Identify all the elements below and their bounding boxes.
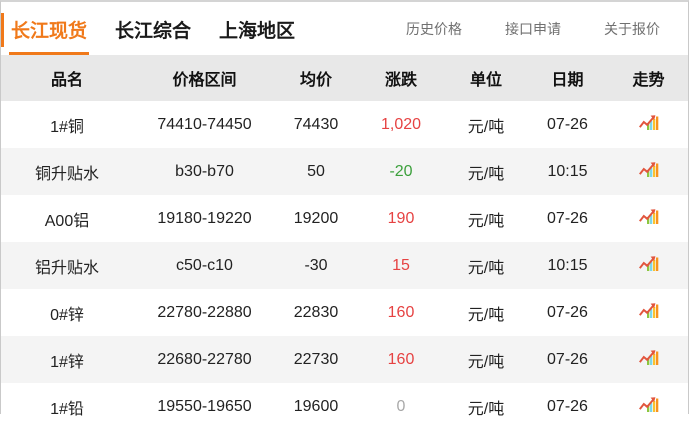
unit-cell: 元/吨 [446, 195, 526, 242]
table-row: 铝升贴水 c50-c10 -30 15 元/吨 10:15 [1, 242, 688, 289]
tab-changjiang-composite[interactable]: 长江综合 [115, 21, 192, 42]
price-range-cell: 22680-22780 [133, 336, 276, 383]
average-price-cell: 74430 [276, 101, 356, 148]
unit-cell: 元/吨 [446, 336, 526, 383]
average-price-cell: 50 [276, 148, 356, 195]
table-row: 1#铜 74410-74450 74430 1,020 元/吨 07-26 [1, 101, 688, 148]
product-name-cell: 1#铜 [1, 101, 133, 148]
average-price-cell: 19200 [276, 195, 356, 242]
link-about-quotes[interactable]: 关于报价 [604, 20, 660, 37]
header-range: 价格区间 [133, 55, 276, 101]
price-table: 品名 价格区间 均价 涨跌 单位 日期 走势 1#铜 74410-74450 7… [1, 55, 688, 430]
table-body: 1#铜 74410-74450 74430 1,020 元/吨 07-26 [1, 101, 688, 430]
trend-chart-icon[interactable] [638, 349, 659, 365]
tabs: 长江现货 长江综合 上海地区 [9, 2, 321, 55]
change-cell: -20 [356, 148, 446, 195]
trend-chart-icon[interactable] [638, 302, 659, 318]
header-trend: 走势 [609, 55, 688, 101]
header-change: 涨跌 [356, 55, 446, 101]
date-cell: 07-26 [526, 195, 609, 242]
header-average: 均价 [276, 55, 356, 101]
trend-chart-icon[interactable] [638, 255, 659, 271]
link-api-apply[interactable]: 接口申请 [505, 20, 561, 37]
product-name-cell: 0#锌 [1, 289, 133, 336]
unit-cell: 元/吨 [446, 242, 526, 289]
trend-chart-icon[interactable] [638, 396, 659, 412]
price-range-cell: 22780-22880 [133, 289, 276, 336]
change-cell: 15 [356, 242, 446, 289]
table-row: 1#铅 19550-19650 19600 0 元/吨 07-26 [1, 383, 688, 430]
header-row: 品名 价格区间 均价 涨跌 单位 日期 走势 [1, 55, 688, 101]
change-cell: 190 [356, 195, 446, 242]
unit-cell: 元/吨 [446, 148, 526, 195]
price-range-cell: c50-c10 [133, 242, 276, 289]
average-price-cell: 22730 [276, 336, 356, 383]
table-row: A00铝 19180-19220 19200 190 元/吨 07-26 [1, 195, 688, 242]
trend-cell [609, 148, 688, 195]
tab-changjiang-spot[interactable]: 长江现货 [9, 7, 90, 55]
average-price-cell: 22830 [276, 289, 356, 336]
trend-chart-icon[interactable] [638, 208, 659, 224]
average-price-cell: -30 [276, 242, 356, 289]
trend-cell [609, 336, 688, 383]
top-links: 历史价格 接口申请 关于报价 [406, 19, 688, 39]
trend-cell [609, 289, 688, 336]
trend-cell [609, 383, 688, 430]
link-history-price[interactable]: 历史价格 [406, 20, 462, 37]
trend-cell [609, 101, 688, 148]
price-range-cell: 19550-19650 [133, 383, 276, 430]
tab-bar: 长江现货 长江综合 上海地区 历史价格 接口申请 关于报价 [1, 2, 688, 55]
date-cell: 10:15 [526, 148, 609, 195]
product-name-cell: 铝升贴水 [1, 242, 133, 289]
change-cell: 160 [356, 336, 446, 383]
tab-shanghai-region[interactable]: 上海地区 [219, 21, 296, 42]
date-cell: 07-26 [526, 289, 609, 336]
table-row: 铜升贴水 b30-b70 50 -20 元/吨 10:15 [1, 148, 688, 195]
spot-price-widget: 长江现货 长江综合 上海地区 历史价格 接口申请 关于报价 品名 价格区间 均价… [0, 0, 689, 418]
change-cell: 1,020 [356, 101, 446, 148]
date-cell: 07-26 [526, 336, 609, 383]
date-cell: 07-26 [526, 101, 609, 148]
left-accent-bar [1, 13, 4, 47]
header-date: 日期 [526, 55, 609, 101]
date-cell: 10:15 [526, 242, 609, 289]
product-name-cell: 铜升贴水 [1, 148, 133, 195]
table-row: 0#锌 22780-22880 22830 160 元/吨 07-26 [1, 289, 688, 336]
unit-cell: 元/吨 [446, 383, 526, 430]
price-range-cell: b30-b70 [133, 148, 276, 195]
average-price-cell: 19600 [276, 383, 356, 430]
trend-chart-icon[interactable] [638, 114, 659, 130]
header-product: 品名 [1, 55, 133, 101]
price-range-cell: 19180-19220 [133, 195, 276, 242]
change-cell: 160 [356, 289, 446, 336]
table-row: 1#锌 22680-22780 22730 160 元/吨 07-26 [1, 336, 688, 383]
trend-chart-icon[interactable] [638, 161, 659, 177]
date-cell: 07-26 [526, 383, 609, 430]
product-name-cell: A00铝 [1, 195, 133, 242]
unit-cell: 元/吨 [446, 101, 526, 148]
unit-cell: 元/吨 [446, 289, 526, 336]
product-name-cell: 1#锌 [1, 336, 133, 383]
trend-cell [609, 242, 688, 289]
product-name-cell: 1#铅 [1, 383, 133, 430]
trend-cell [609, 195, 688, 242]
price-range-cell: 74410-74450 [133, 101, 276, 148]
header-unit: 单位 [446, 55, 526, 101]
change-cell: 0 [356, 383, 446, 430]
